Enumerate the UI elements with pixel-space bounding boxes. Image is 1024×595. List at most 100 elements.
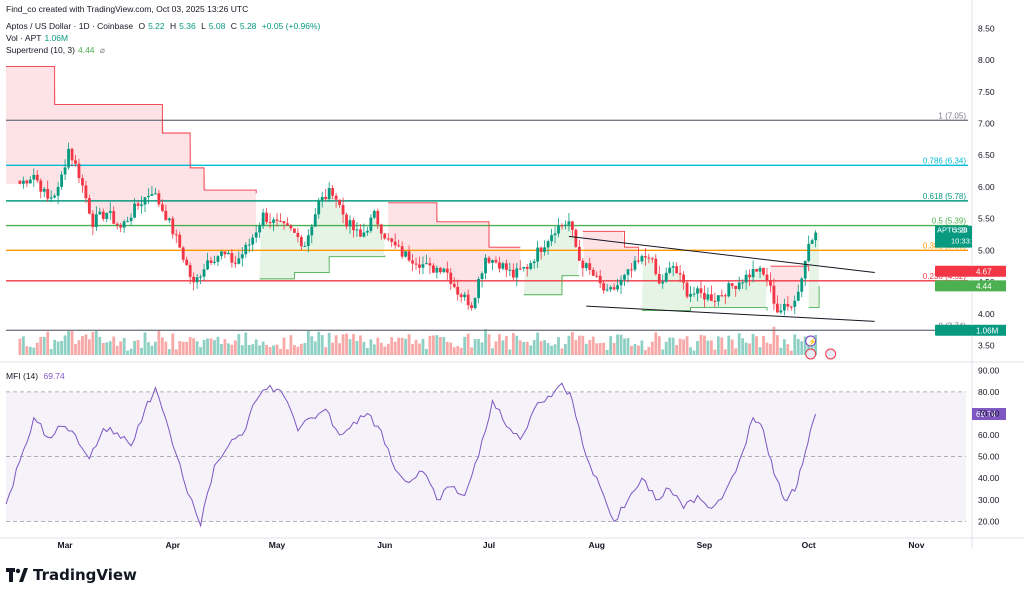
volume-bar <box>147 342 150 355</box>
volume-bar <box>313 341 317 355</box>
fib-level-label: 1 (7.05) <box>938 111 966 120</box>
volume-bar <box>692 350 696 355</box>
volume-bar <box>459 347 463 355</box>
volume-bar <box>233 340 237 355</box>
volume-bar <box>216 336 220 355</box>
candle-body <box>730 283 734 286</box>
candle-body <box>386 238 390 240</box>
candle-body <box>286 223 289 226</box>
candle-body <box>442 268 446 273</box>
volume-bar <box>664 341 668 355</box>
fib-level-label: 0.618 (5.78) <box>923 192 966 201</box>
candle-body <box>167 218 171 221</box>
volume-bar <box>557 337 560 355</box>
candle-body <box>560 225 564 227</box>
volume-bar <box>432 335 435 355</box>
volume-bar <box>251 344 255 355</box>
volume-bar <box>595 343 599 355</box>
candle-body <box>39 180 43 192</box>
candle-body <box>317 200 321 215</box>
price-tick-label: 8.00 <box>978 55 995 65</box>
candle-body <box>588 263 592 270</box>
candle-body <box>164 210 168 221</box>
volume-bar <box>126 350 130 355</box>
volume-bar <box>504 336 508 355</box>
candle-body <box>348 220 352 227</box>
volume-bar <box>640 340 644 355</box>
candle-body <box>748 274 752 278</box>
volume-bar <box>293 345 296 355</box>
candle-body <box>411 260 414 264</box>
volume-bar <box>765 342 769 355</box>
mfi-legend[interactable]: MFI (14) 69.74 <box>6 371 65 381</box>
candle-body <box>254 232 258 238</box>
volume-bar <box>188 337 192 355</box>
price-tag-countdown: 10:33:32 <box>951 237 980 246</box>
candle-body <box>640 256 644 262</box>
tradingview-logo[interactable]: TradingView <box>6 566 137 584</box>
volume-bar <box>762 335 765 355</box>
price-tag-value: 5.28 <box>953 226 968 235</box>
candle-body <box>452 283 456 287</box>
volume-bar <box>570 331 574 355</box>
volume-bar <box>755 336 758 355</box>
candle-body <box>696 288 699 294</box>
volume-bar <box>737 333 741 355</box>
volume-bar <box>258 345 262 355</box>
volume-bar <box>609 336 613 355</box>
candle-body <box>261 212 265 226</box>
volume-bar <box>466 333 470 355</box>
candle-body <box>199 276 202 278</box>
volume-bar <box>633 343 637 355</box>
lightning-glyph: ⚡ <box>808 337 817 346</box>
candle-body <box>98 211 102 215</box>
candle-body <box>515 268 519 278</box>
supertrend-fill <box>259 188 385 279</box>
volume-bar <box>668 337 672 355</box>
candle-body <box>751 269 755 278</box>
candle-body <box>251 237 255 245</box>
candle-body <box>35 174 39 181</box>
volume-bar <box>254 339 258 355</box>
eye-off-icon[interactable]: ⌀ <box>99 45 106 55</box>
candle-body <box>240 254 244 259</box>
candle-body <box>734 285 738 289</box>
volume-bar <box>438 337 442 355</box>
volume-bar <box>477 338 480 355</box>
candle-body <box>293 228 296 233</box>
volume-bar <box>786 344 790 355</box>
candle-body <box>796 291 800 301</box>
high-value: 5.36 <box>179 21 196 31</box>
supertrend-legend[interactable]: Supertrend (10, 3) 4.44 ⌀ <box>6 45 106 55</box>
us-flag-icon <box>825 348 837 360</box>
candle-body <box>494 260 498 263</box>
candle-body <box>70 148 74 161</box>
candle-body <box>101 211 105 219</box>
volume-bar <box>751 333 755 355</box>
volume-bar <box>49 349 53 355</box>
candle-body <box>428 263 432 266</box>
candle-body <box>421 264 425 268</box>
candle-body <box>310 226 314 236</box>
volume-legend[interactable]: Vol · APT 1.06M <box>6 33 69 43</box>
candle-body <box>265 212 269 223</box>
candle-body <box>643 256 647 258</box>
price-tag <box>935 280 972 292</box>
candle-body <box>473 298 477 309</box>
price-tick-label: 7.50 <box>978 87 995 97</box>
candle-body <box>230 253 234 263</box>
volume-bar <box>42 336 46 355</box>
volume-bar <box>25 346 29 355</box>
candle-body <box>755 269 758 272</box>
volume-bar <box>359 335 362 355</box>
mfi-value-tag <box>972 408 1006 421</box>
volume-bar <box>776 335 779 355</box>
volume-bar <box>588 339 592 355</box>
volume-bar <box>741 338 745 355</box>
candle-body <box>480 273 484 280</box>
volume-bar <box>74 344 77 355</box>
supertrend-line <box>6 65 257 194</box>
time-tick-label: Mar <box>58 540 74 550</box>
volume-bar <box>362 341 366 355</box>
